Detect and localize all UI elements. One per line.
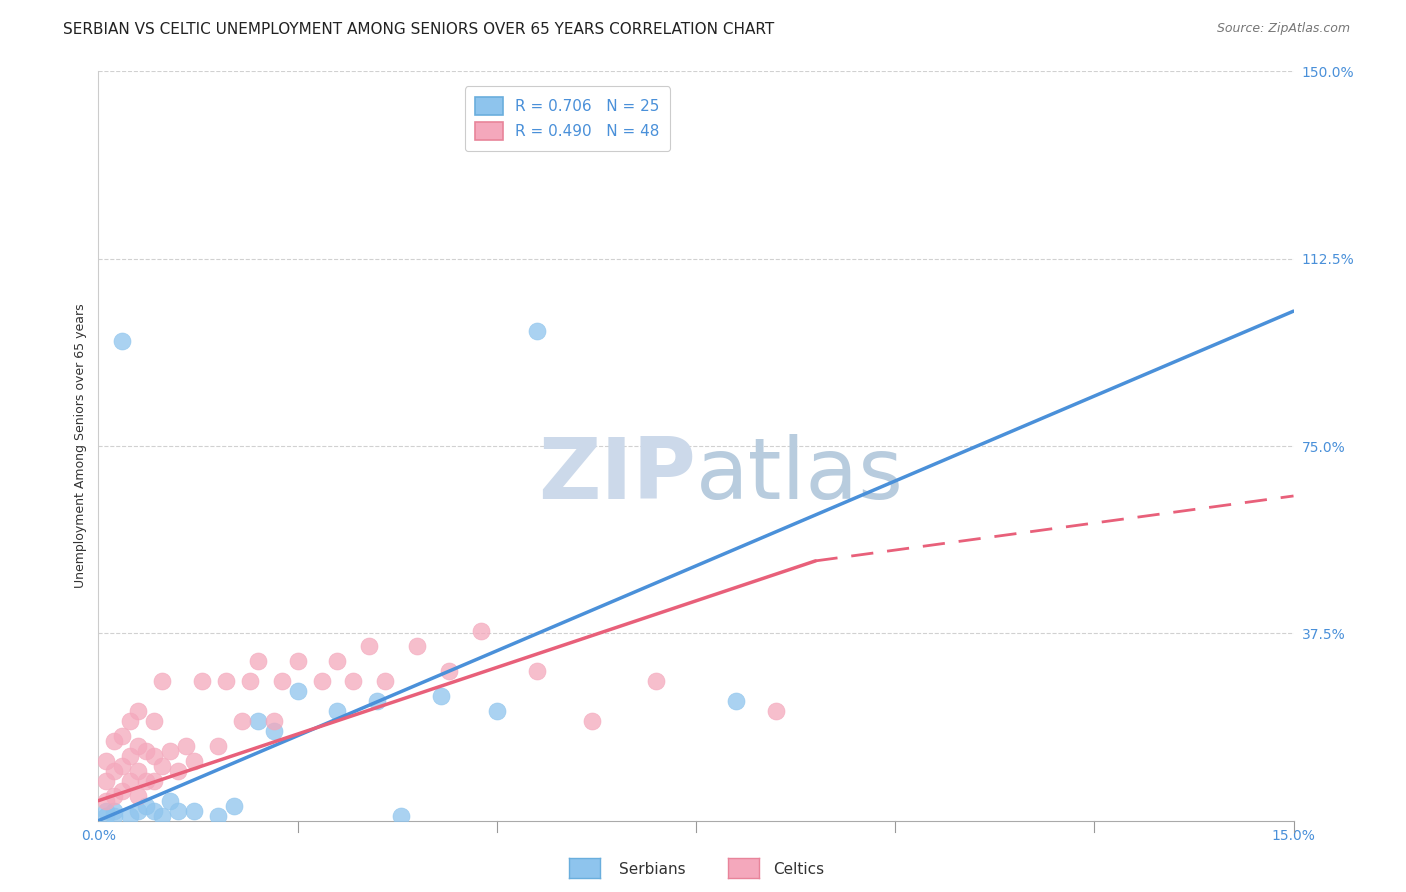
Point — [263, 714, 285, 728]
Point — [120, 773, 142, 788]
Point — [111, 334, 134, 348]
Point — [246, 654, 269, 668]
Point — [270, 673, 292, 688]
Point — [430, 689, 453, 703]
Point — [150, 673, 173, 688]
Point — [389, 808, 412, 822]
Point — [470, 624, 492, 638]
Point — [127, 804, 149, 818]
Point — [150, 758, 173, 772]
Point — [215, 673, 238, 688]
Point — [326, 654, 349, 668]
Point — [103, 764, 125, 778]
Text: SERBIAN VS CELTIC UNEMPLOYMENT AMONG SENIORS OVER 65 YEARS CORRELATION CHART: SERBIAN VS CELTIC UNEMPLOYMENT AMONG SEN… — [63, 22, 775, 37]
Point — [183, 804, 205, 818]
Point — [222, 798, 245, 813]
Point — [96, 773, 118, 788]
Text: Serbians: Serbians — [619, 863, 685, 877]
Point — [366, 694, 388, 708]
Point — [127, 789, 149, 803]
Point — [127, 764, 149, 778]
Point — [342, 673, 364, 688]
Point — [287, 654, 309, 668]
Point — [183, 754, 205, 768]
Point — [150, 808, 173, 822]
Point — [143, 804, 166, 818]
Point — [103, 789, 125, 803]
Point — [135, 744, 157, 758]
Point — [159, 794, 181, 808]
Point — [120, 714, 142, 728]
Point — [111, 783, 134, 797]
Point — [287, 683, 309, 698]
Point — [127, 704, 149, 718]
Point — [143, 748, 166, 763]
Point — [526, 324, 548, 338]
Point — [374, 673, 396, 688]
Point — [191, 673, 214, 688]
Point — [159, 744, 181, 758]
Point — [96, 794, 118, 808]
Point — [174, 739, 197, 753]
Point — [246, 714, 269, 728]
Point — [111, 729, 134, 743]
Point — [103, 808, 125, 822]
Point — [485, 704, 508, 718]
Point — [167, 764, 190, 778]
Point — [96, 808, 118, 822]
Point — [437, 664, 460, 678]
Point — [127, 739, 149, 753]
Point — [311, 673, 333, 688]
Y-axis label: Unemployment Among Seniors over 65 years: Unemployment Among Seniors over 65 years — [75, 303, 87, 589]
Point — [120, 748, 142, 763]
Point — [526, 664, 548, 678]
Point — [231, 714, 253, 728]
Point — [263, 723, 285, 738]
Point — [581, 714, 603, 728]
Point — [103, 804, 125, 818]
Point — [765, 704, 787, 718]
Point — [207, 739, 229, 753]
Point — [135, 798, 157, 813]
Point — [239, 673, 262, 688]
Point — [207, 808, 229, 822]
Legend: R = 0.706   N = 25, R = 0.490   N = 48: R = 0.706 N = 25, R = 0.490 N = 48 — [464, 87, 671, 151]
Point — [96, 754, 118, 768]
Point — [96, 804, 118, 818]
Point — [103, 733, 125, 747]
Text: Celtics: Celtics — [773, 863, 824, 877]
Point — [724, 694, 747, 708]
Point — [120, 808, 142, 822]
Point — [645, 673, 668, 688]
Text: ZIP: ZIP — [538, 434, 696, 517]
Point — [143, 714, 166, 728]
Point — [406, 639, 429, 653]
Point — [326, 704, 349, 718]
Point — [143, 773, 166, 788]
Point — [359, 639, 381, 653]
Point — [111, 758, 134, 772]
Text: Source: ZipAtlas.com: Source: ZipAtlas.com — [1216, 22, 1350, 36]
Point — [167, 804, 190, 818]
Point — [135, 773, 157, 788]
Text: atlas: atlas — [696, 434, 904, 517]
